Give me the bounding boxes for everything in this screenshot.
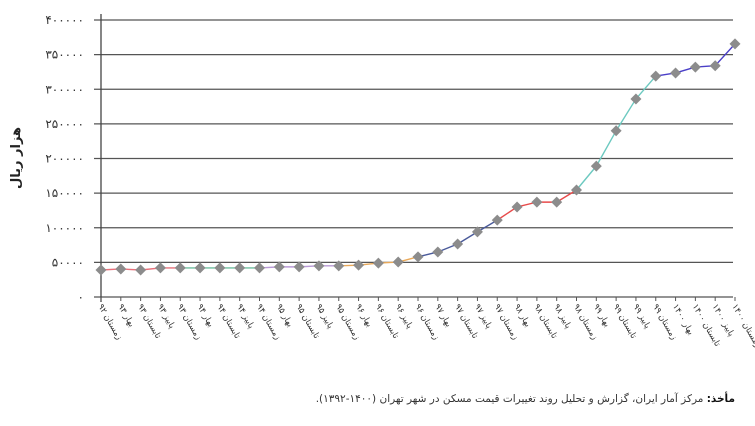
x-tick-label: بهار ۹۳ bbox=[115, 303, 136, 330]
data-point-marker bbox=[571, 184, 582, 196]
x-tick-label: بهار ۹۵ bbox=[274, 303, 295, 330]
data-point-marker bbox=[432, 246, 444, 258]
source-text: مرکز آمار ایران، گزارش و تحلیل روند تغیی… bbox=[315, 393, 707, 405]
data-point-marker bbox=[254, 262, 265, 274]
data-point-marker bbox=[174, 262, 186, 274]
line-segment bbox=[595, 130, 617, 167]
y-axis-ticks: ۰ ۵۰۰۰۰ ۱۰۰۰۰۰ ۱۵۰۰۰۰ ۲۰۰۰۰۰ ۲۵۰۰۰۰ ۳۰۰۰۰۰ ۳۵۰۰… bbox=[45, 13, 84, 304]
data-point-marker bbox=[214, 262, 226, 274]
data-point-marker bbox=[135, 264, 147, 276]
gridlines bbox=[94, 19, 733, 298]
y-tick-label: ۲۵۰۰۰۰ bbox=[45, 117, 84, 131]
data-point-marker bbox=[590, 160, 602, 172]
y-tick-label: ۳۵۰۰۰۰ bbox=[45, 48, 84, 62]
y-tick-label: ۰ bbox=[78, 290, 84, 304]
data-point-marker bbox=[709, 60, 721, 72]
y-tick-label: ۴۰۰۰۰۰ bbox=[45, 13, 84, 27]
data-point-marker bbox=[353, 259, 365, 271]
data-point-marker bbox=[293, 261, 305, 273]
line-segment bbox=[615, 98, 637, 132]
data-point-marker bbox=[670, 67, 682, 79]
line-segment bbox=[635, 75, 657, 100]
x-tick-label: بهار ۹۴ bbox=[194, 303, 215, 330]
source-label: مأخذ: bbox=[706, 393, 735, 405]
data-point-marker bbox=[273, 261, 285, 273]
y-tick-label: ۳۰۰۰۰۰ bbox=[45, 82, 84, 96]
data-point-marker bbox=[372, 257, 384, 269]
data-point-marker bbox=[95, 264, 107, 276]
y-axis-label: هزار ریال bbox=[9, 127, 24, 189]
y-tick-label: ۵۰۰۰۰ bbox=[52, 255, 84, 269]
data-point-marker bbox=[630, 93, 642, 105]
data-point-marker bbox=[650, 70, 662, 82]
data-point-marker bbox=[115, 263, 127, 275]
data-point-marker bbox=[551, 196, 563, 208]
x-tick-label: بهار ۹۷ bbox=[432, 303, 453, 330]
data-point-marker bbox=[452, 238, 464, 250]
data-point-marker bbox=[689, 61, 701, 73]
data-point-marker bbox=[471, 226, 483, 238]
data-markers bbox=[95, 38, 741, 276]
data-line bbox=[100, 43, 736, 271]
x-tick-label: بهار ۹۸ bbox=[511, 303, 532, 330]
x-tick-label: بهار ۹۶ bbox=[353, 303, 374, 330]
data-point-marker bbox=[412, 251, 424, 263]
line-segment bbox=[714, 43, 736, 67]
data-point-marker bbox=[531, 196, 543, 208]
line-segment bbox=[575, 165, 597, 191]
data-point-marker bbox=[313, 260, 325, 272]
data-point-marker bbox=[154, 262, 166, 274]
data-point-marker bbox=[729, 38, 741, 50]
y-tick-label: ۱۵۰۰۰۰ bbox=[45, 186, 84, 200]
x-tick-label: بهار ۹۹ bbox=[591, 303, 612, 330]
data-point-marker bbox=[610, 125, 622, 137]
line-chart: ۰ ۵۰۰۰۰ ۱۰۰۰۰۰ ۱۵۰۰۰۰ ۲۰۰۰۰۰ ۲۵۰۰۰۰ ۳۰۰۰۰۰ ۳۵۰۰… bbox=[9, 13, 755, 350]
y-tick-label: ۱۰۰۰۰۰ bbox=[45, 221, 84, 235]
data-point-marker bbox=[333, 260, 345, 272]
data-point-marker bbox=[491, 214, 503, 226]
x-tick-label: زمستان ۱۴۰۰ bbox=[729, 303, 755, 350]
data-point-marker bbox=[511, 201, 523, 213]
data-point-marker bbox=[194, 262, 206, 274]
y-tick-label: ۲۰۰۰۰۰ bbox=[45, 152, 84, 166]
data-point-marker bbox=[392, 256, 404, 268]
source-caption: مأخذ: مرکز آمار ایران، گزارش و تحلیل رون… bbox=[316, 393, 735, 405]
data-point-marker bbox=[234, 262, 246, 274]
